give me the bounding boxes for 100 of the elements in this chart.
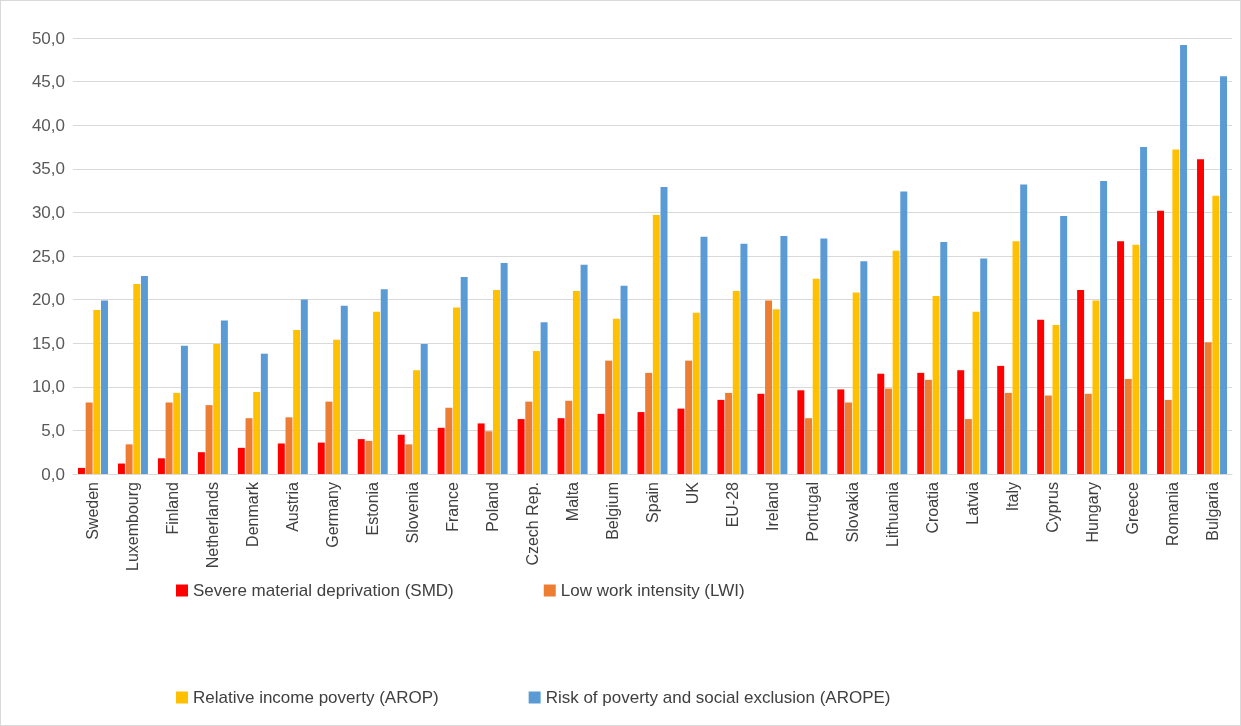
bar	[1044, 395, 1052, 474]
bar	[1132, 244, 1140, 474]
bar	[1060, 215, 1068, 474]
y-tick-label: 5,0	[41, 420, 65, 440]
bar	[1140, 147, 1148, 474]
bar	[300, 299, 308, 474]
bar	[1157, 210, 1165, 474]
x-tick-label: Ireland	[763, 482, 781, 531]
bar	[492, 290, 500, 474]
bar	[812, 278, 820, 474]
legend-label: Low work intensity (LWI)	[560, 581, 745, 600]
bar	[253, 392, 261, 474]
bar	[165, 402, 173, 474]
bar	[620, 285, 628, 474]
bar	[85, 402, 93, 474]
bar	[940, 242, 948, 474]
bar	[780, 235, 788, 474]
x-tick-label: Slovenia	[404, 481, 422, 544]
x-tick-label: Italy	[1003, 482, 1021, 512]
bar	[1204, 342, 1212, 474]
x-tick-label: Poland	[484, 482, 502, 532]
x-tick-label: Bulgaria	[1203, 481, 1221, 541]
bar	[805, 418, 813, 474]
x-tick-label: France	[444, 481, 462, 532]
bar	[692, 312, 700, 474]
bar	[557, 418, 565, 474]
bar	[445, 407, 453, 474]
bar	[517, 419, 525, 474]
bar	[580, 264, 588, 474]
bar	[133, 283, 141, 474]
bar	[125, 444, 133, 474]
bar	[1220, 76, 1227, 474]
x-tick-label: Greece	[1123, 481, 1141, 535]
bar	[1117, 241, 1125, 474]
bar	[964, 419, 972, 474]
bar	[1092, 300, 1100, 474]
bar	[1124, 378, 1132, 474]
bar	[1180, 44, 1188, 474]
x-tick-label: Slovakia	[843, 481, 861, 543]
bar	[1172, 149, 1180, 474]
bar	[532, 351, 540, 474]
bar	[765, 300, 773, 474]
x-tick-label: Romania	[1163, 481, 1181, 547]
bar	[453, 307, 460, 474]
bar	[797, 390, 805, 474]
bar	[980, 258, 988, 474]
y-tick-label: 50,0	[31, 28, 65, 48]
bar	[757, 393, 765, 474]
bar	[845, 402, 852, 474]
bar	[93, 310, 101, 474]
bar	[820, 238, 828, 474]
bar	[477, 423, 485, 474]
bar	[932, 296, 940, 474]
x-tick-label: Latvia	[963, 481, 981, 525]
bar	[317, 442, 325, 474]
bar	[525, 401, 533, 474]
bar	[205, 405, 213, 474]
x-tick-label: Estonia	[364, 481, 382, 536]
bar	[413, 370, 421, 474]
x-tick-label: Malta	[564, 481, 582, 522]
bar	[1197, 159, 1204, 474]
bar	[397, 434, 405, 474]
y-tick-label: 35,0	[31, 159, 65, 179]
bar	[1020, 184, 1028, 474]
bar	[572, 290, 580, 474]
bar	[117, 463, 125, 474]
y-tick-label: 40,0	[31, 115, 65, 135]
bar	[405, 444, 413, 474]
bar	[1004, 392, 1012, 474]
bar	[997, 365, 1005, 474]
x-tick-label: Czech Rep.	[524, 482, 542, 566]
bar	[877, 373, 885, 474]
bar	[173, 392, 181, 474]
bar	[917, 372, 925, 474]
bar	[277, 443, 285, 474]
bar	[717, 399, 725, 474]
x-tick-label: Hungary	[1083, 482, 1101, 543]
y-tick-label: 15,0	[31, 333, 65, 353]
bar	[237, 447, 245, 474]
bar	[700, 236, 708, 474]
y-tick-label: 10,0	[31, 377, 65, 397]
bar	[1164, 399, 1172, 474]
x-tick-label: Belgium	[604, 482, 622, 540]
y-tick-label: 0,0	[41, 464, 65, 484]
x-tick-label: Austria	[284, 481, 302, 532]
x-tick-label: Finland	[164, 482, 182, 535]
bar	[957, 370, 965, 474]
bar	[612, 318, 620, 474]
bar	[365, 440, 373, 474]
x-tick-label: Lithuania	[883, 481, 901, 547]
x-tick-label: Croatia	[923, 481, 941, 534]
bar	[140, 276, 148, 474]
bar	[1212, 195, 1220, 474]
bar	[540, 322, 548, 474]
bar	[652, 215, 660, 474]
bar	[837, 389, 845, 474]
bar	[1084, 393, 1092, 474]
bar	[1012, 241, 1020, 474]
bar	[180, 345, 188, 474]
bar	[437, 427, 445, 474]
